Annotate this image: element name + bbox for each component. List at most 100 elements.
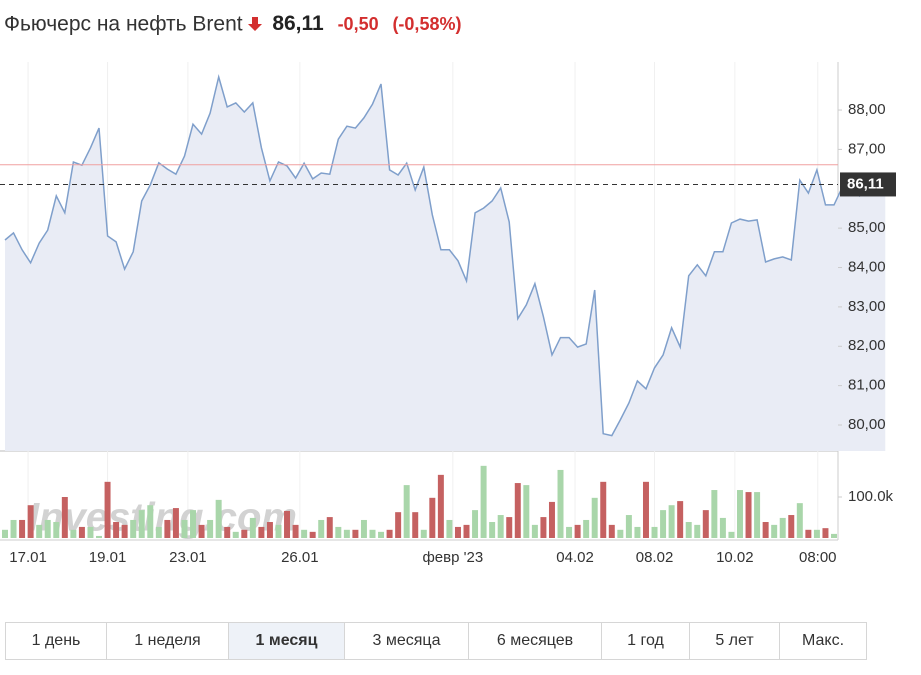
volume-bar xyxy=(531,524,538,538)
volume-bar xyxy=(318,519,325,538)
volume-bar xyxy=(352,529,359,538)
volume-bar xyxy=(429,497,436,538)
change-pct: (-0,58%) xyxy=(392,13,462,34)
volume-bar xyxy=(617,529,624,538)
volume-bar xyxy=(719,517,726,538)
volume-bar xyxy=(241,529,248,538)
volume-bar xyxy=(702,510,709,538)
volume-bar xyxy=(497,515,504,538)
y-tick-label: 83,00 xyxy=(848,298,886,315)
volume-bar xyxy=(754,492,761,538)
volume-bar xyxy=(258,526,265,538)
volume-bar xyxy=(677,501,684,538)
volume-bar xyxy=(831,533,837,538)
range-tab[interactable]: 1 год xyxy=(602,623,690,659)
volume-bar xyxy=(70,529,77,538)
volume-bar xyxy=(147,505,154,538)
volume-bar xyxy=(420,529,427,538)
volume-bar xyxy=(130,519,137,538)
volume-tick-label: 100.0k xyxy=(848,488,894,505)
volume-bar xyxy=(540,517,547,538)
volume-bar xyxy=(224,526,231,538)
volume-bar xyxy=(685,522,692,538)
volume-bar xyxy=(446,519,453,538)
title: Фьючерс на нефть Brent xyxy=(4,12,243,36)
volume-bar xyxy=(608,524,615,538)
range-tab[interactable]: 1 день xyxy=(6,623,107,659)
volume-bar xyxy=(104,481,111,538)
x-tick-label: 26.01 xyxy=(281,549,319,566)
volume-bar xyxy=(412,512,419,538)
x-tick-label: 08.02 xyxy=(636,549,674,566)
volume-bar xyxy=(53,522,60,538)
volume-bar xyxy=(711,490,718,538)
x-tick-label: 08:00 xyxy=(799,549,837,566)
volume-bar xyxy=(155,526,162,538)
volume-bar xyxy=(61,497,68,538)
volume-bar xyxy=(96,535,103,538)
volume-bar xyxy=(566,526,573,538)
volume-bar xyxy=(651,526,658,538)
y-tick-label: 88,00 xyxy=(848,101,886,118)
volume-bar xyxy=(378,531,385,538)
price-line xyxy=(4,74,886,437)
volume-bar xyxy=(437,474,444,538)
volume-bar xyxy=(822,528,829,538)
volume-bar xyxy=(232,531,239,538)
volume-bar xyxy=(215,499,222,538)
volume-bar xyxy=(369,529,376,538)
range-tab[interactable]: 5 лет xyxy=(690,623,780,659)
volume-bar xyxy=(292,524,299,538)
volume-bar xyxy=(266,522,273,538)
chart: 17.01 19.01 23.01 26.01 февр '23 04.02 08.02 10… xyxy=(0,62,896,566)
volume-bar xyxy=(472,510,479,538)
volume-bar xyxy=(10,519,17,538)
volume-bar xyxy=(113,522,120,538)
volume-bar xyxy=(284,510,291,538)
y-tick-label: 87,00 xyxy=(848,140,886,157)
volume-bar xyxy=(660,510,667,538)
volume-bar xyxy=(805,529,812,538)
volume-bar xyxy=(2,529,8,538)
volume-bar xyxy=(745,492,752,538)
volume-bar xyxy=(198,524,205,538)
volume-bar xyxy=(489,522,496,538)
price-area xyxy=(5,77,886,451)
last-price-label: 86,11 xyxy=(847,175,884,192)
y-tick-label: 81,00 xyxy=(848,377,886,394)
volume-bar xyxy=(523,485,530,538)
range-tabs: 1 день 1 неделя 1 месяц 3 месяца 6 месяцев 1 … xyxy=(5,622,867,660)
watermark: Investing.com xyxy=(28,496,297,540)
range-tab[interactable]: Макс. xyxy=(801,632,845,649)
x-tick-label: 04.02 xyxy=(556,549,594,566)
volume-bar xyxy=(762,522,769,538)
volume-bar xyxy=(634,526,641,538)
range-tab[interactable]: 6 месяцев xyxy=(469,623,602,659)
volume-bar xyxy=(454,526,461,538)
y-tick-label: 84,00 xyxy=(848,258,886,275)
volume-bar xyxy=(164,519,171,538)
volume-bar xyxy=(779,517,786,538)
volume-bar xyxy=(27,505,34,538)
volume-bar xyxy=(600,481,607,538)
x-tick-label: февр '23 xyxy=(422,549,483,566)
volume-bar xyxy=(514,483,521,538)
volume-bar xyxy=(642,481,649,538)
volume-bar xyxy=(190,510,197,538)
range-tab[interactable]: 1 месяц xyxy=(229,623,345,659)
range-tab[interactable]: 3 месяца xyxy=(345,623,469,659)
volume-bar xyxy=(386,529,393,538)
volume-bar xyxy=(249,517,256,538)
volume-bar xyxy=(796,503,803,538)
volume-bar xyxy=(301,529,308,538)
range-tab[interactable]: 1 неделя xyxy=(107,623,229,659)
volume-bar xyxy=(506,517,513,538)
volume-bar xyxy=(138,510,145,538)
volume-bar xyxy=(813,529,820,538)
volume-bar xyxy=(574,524,581,538)
x-tick-label: 23.01 xyxy=(169,549,207,566)
last-price-box xyxy=(840,172,896,197)
volume-bar xyxy=(583,519,590,538)
volume-bar xyxy=(360,519,367,538)
volume-bar xyxy=(207,519,214,538)
